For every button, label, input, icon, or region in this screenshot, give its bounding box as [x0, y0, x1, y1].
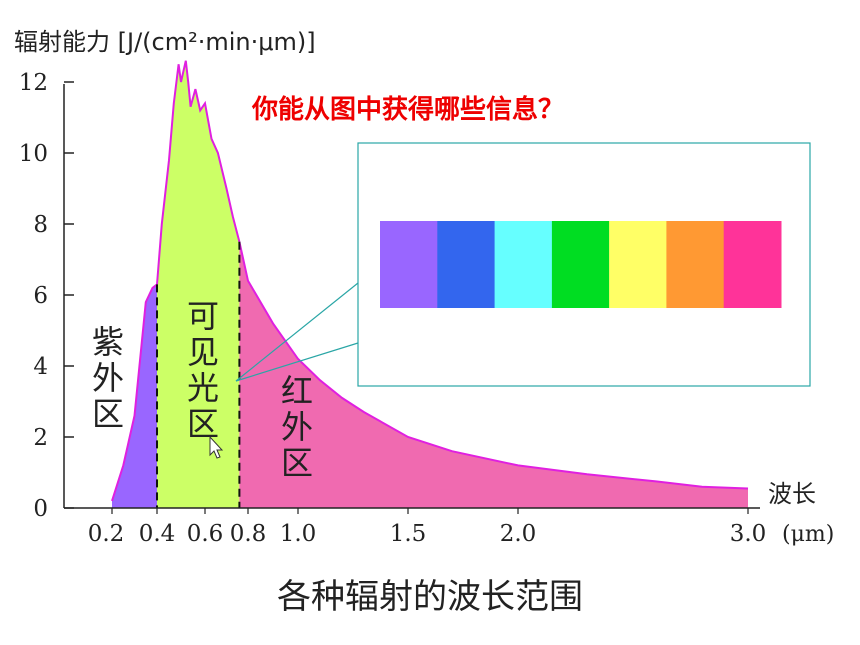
- radiation-curve: [111, 60, 749, 502]
- callout-pointer-top: [235, 282, 359, 382]
- callout-pointer-bottom: [235, 342, 359, 382]
- x-tick-label: 2.0: [500, 521, 537, 547]
- region-boundaries: [156, 241, 241, 508]
- x-ticks: 0.2 0.4 0.6 0.8 1.0 1.5 2.0 3.0: [88, 508, 767, 547]
- x-tick-label: 1.5: [390, 521, 427, 547]
- x-tick-label: 3.0: [730, 521, 767, 547]
- x-tick-label: 0.6: [187, 521, 224, 547]
- spectrum-callout: [235, 142, 811, 387]
- region-area-0: [112, 284, 157, 508]
- y-tick-label: 2: [33, 425, 48, 451]
- chart-areas: [111, 60, 749, 509]
- x-unit-label: (μm): [782, 522, 834, 547]
- y-ticks: 0 2 4 6 8 10 12: [19, 70, 74, 522]
- y-tick-label: 0: [33, 496, 48, 522]
- chart-title: 各种辐射的波长范围: [277, 577, 583, 617]
- spectrum-swatch-6: [723, 221, 782, 308]
- region-label-1: 可见光区: [187, 297, 219, 443]
- y-tick-label: 12: [19, 70, 48, 96]
- y-tick-label: 10: [19, 141, 48, 167]
- x-tick-label: 0.4: [139, 521, 176, 547]
- y-axis-label: 辐射能力 [J/(cm²·min·μm)]: [14, 28, 316, 56]
- region-label-0: 紫外区: [92, 323, 124, 433]
- visible-spectrum-bar: [380, 221, 782, 308]
- x-tick-label: 0.8: [230, 521, 267, 547]
- y-tick-label: 6: [33, 283, 48, 309]
- region-area-1: [157, 60, 240, 508]
- y-tick-label: 8: [33, 212, 48, 238]
- question-annotation: 你能从图中获得哪些信息？: [251, 94, 564, 125]
- cursor-icon: [209, 435, 224, 459]
- y-tick-label: 4: [33, 354, 48, 380]
- spectrum-swatch-3: [551, 221, 610, 308]
- x-tick-label: 0.2: [88, 521, 125, 547]
- x-axis-label: 波长: [768, 480, 816, 508]
- spectrum-swatch-2: [494, 221, 553, 308]
- spectrum-swatch-1: [437, 221, 496, 308]
- spectrum-swatch-4: [609, 221, 667, 308]
- spectrum-swatch-0: [380, 221, 438, 308]
- spectrum-swatch-5: [666, 221, 725, 308]
- region-label-2: 红外区: [281, 372, 313, 482]
- region-area-2: [239, 241, 748, 509]
- x-tick-label: 1.0: [280, 521, 317, 547]
